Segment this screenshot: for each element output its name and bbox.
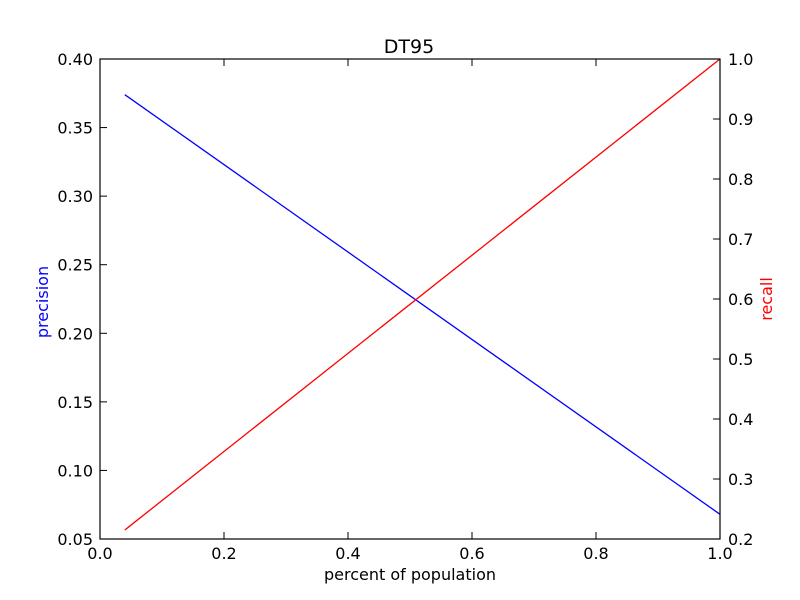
x-tick-label: 0.2 [211,544,236,563]
left-y-tick-label: 0.05 [57,530,93,549]
left-y-tick-label: 0.35 [57,119,93,138]
right-y-tick-label: 0.4 [728,410,753,429]
right-y-tick-label: 0.7 [728,230,753,249]
series-layer [124,58,721,531]
precision-series-line [124,94,721,515]
left-y-tick-label: 0.20 [57,324,93,343]
right-y-tick-label: 0.3 [728,470,753,489]
left-y-axis-label: precision [33,266,52,338]
x-tick-label: 0.6 [459,544,484,563]
x-axis-label: percent of population [324,565,496,584]
left-y-tick-label: 0.25 [57,256,93,275]
recall-series-line [124,58,721,531]
plot-frame [99,58,721,540]
ticks-layer: 0.0 0.2 0.4 0.6 0.8 1.0 0.05 0.10 0.15 0.20 0.25 0.… [57,50,753,563]
x-tick-label: 0.4 [335,544,360,563]
x-tick-label: 1.0 [707,544,732,563]
right-y-tick-label: 0.2 [728,530,753,549]
x-tick-label: 0.8 [583,544,608,563]
right-y-tick-label: 0.9 [728,110,753,129]
x-tick-label: 0.0 [87,544,112,563]
right-y-tick-label: 1.0 [728,50,753,69]
left-y-tick-label: 0.10 [57,461,93,480]
right-y-tick-label: 0.5 [728,350,753,369]
chart-title: DT95 [384,36,434,58]
left-y-tick-label: 0.15 [57,393,93,412]
left-y-tick-label: 0.40 [57,50,93,69]
right-y-tick-label: 0.8 [728,170,753,189]
left-y-tick-label: 0.30 [57,187,93,206]
right-y-tick-label: 0.6 [728,290,753,309]
right-y-axis-label: recall [757,277,776,321]
